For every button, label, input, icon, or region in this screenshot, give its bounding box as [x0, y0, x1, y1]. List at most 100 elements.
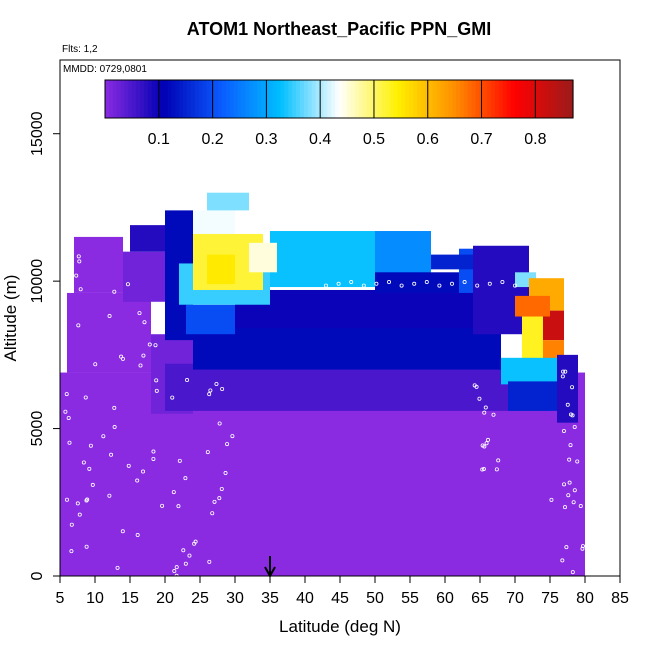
sample-marker: [496, 458, 501, 463]
sample-marker: [66, 415, 71, 420]
sample-marker: [207, 392, 212, 397]
sample-marker: [177, 458, 182, 463]
sample-marker: [588, 482, 593, 487]
sample-marker: [477, 396, 482, 401]
colorbar-swatch: [495, 80, 500, 118]
x-tick-label: 25: [191, 590, 209, 607]
x-tick-label: 35: [261, 590, 279, 607]
colorbar-swatch: [335, 80, 340, 118]
sample-marker: [112, 425, 117, 430]
heatmap-cells: [60, 192, 585, 576]
colorbar-swatch: [245, 80, 250, 118]
x-tick-label: 5: [56, 590, 65, 607]
x-axis: 5 10 15 20 25 30 35 40 45 50 55 60 65 70 75 80 85: [56, 576, 629, 607]
colorbar-swatch: [257, 80, 262, 118]
sample-marker: [171, 490, 176, 495]
colorbar-swatch: [545, 80, 551, 118]
colorbar-swatch: [155, 80, 161, 118]
colorbar-tick-label: 0.4: [309, 131, 331, 148]
sample-marker: [64, 392, 69, 397]
sample-marker: [374, 281, 379, 286]
colorbar-swatch: [303, 80, 309, 118]
x-tick-label: 85: [611, 590, 629, 607]
sample-marker: [575, 459, 580, 464]
colorbar-swatch: [237, 80, 243, 118]
colorbar-swatch: [440, 80, 445, 118]
sample-marker: [483, 405, 488, 410]
heatmap-cell: [186, 304, 235, 335]
chart-title: ATOM1 Northeast_Pacific PPN_GMI: [187, 19, 491, 39]
heatmap-cell: [543, 310, 564, 341]
sample-marker: [101, 434, 106, 439]
colorbar-swatch: [163, 80, 168, 118]
sample-marker: [449, 281, 454, 286]
sample-marker: [214, 381, 219, 386]
sample-marker: [207, 559, 212, 564]
colorbar-swatch: [202, 80, 207, 118]
heatmap-cell: [123, 251, 165, 302]
colorbar-swatch: [526, 80, 531, 118]
sample-marker: [93, 362, 98, 367]
y-tick-label: 5000: [29, 411, 46, 447]
colorbar-swatch: [233, 80, 239, 118]
sample-marker: [181, 548, 186, 553]
sample-marker: [170, 395, 175, 400]
sample-marker: [124, 245, 129, 250]
colorbar-swatch: [350, 80, 356, 118]
colorbar-swatch: [487, 80, 492, 118]
sample-marker: [138, 363, 143, 368]
y-tick-label: 0: [29, 571, 46, 580]
colorbar-swatch: [498, 80, 504, 118]
colorbar-swatch: [222, 80, 227, 118]
sample-marker: [76, 254, 81, 259]
colorbar-swatch: [459, 80, 465, 118]
colorbar-swatch: [261, 80, 266, 118]
colorbar-swatch: [179, 80, 184, 118]
sample-marker: [112, 289, 117, 294]
heatmap-cell: [249, 242, 277, 273]
sample-marker: [399, 283, 404, 288]
colorbar-swatch: [456, 80, 461, 118]
colorbar-swatch: [311, 80, 317, 118]
colorbar-swatch: [342, 80, 348, 118]
colorbar-swatch: [530, 80, 535, 118]
colorbar-swatch: [389, 80, 395, 118]
colorbar-swatch: [409, 80, 414, 118]
sample-marker: [484, 441, 489, 446]
colorbar-swatch: [183, 80, 188, 118]
colorbar-swatch: [565, 80, 570, 118]
sample-marker: [83, 395, 88, 400]
colorbar-swatch: [144, 80, 149, 118]
sample-marker: [107, 314, 112, 319]
colorbar-swatch: [292, 80, 297, 118]
colorbar-swatch: [362, 80, 367, 118]
colorbar-swatch: [557, 80, 562, 118]
sample-marker: [494, 467, 499, 472]
colorbar-swatch: [436, 80, 441, 118]
colorbar-swatch: [413, 80, 418, 118]
sample-marker: [549, 497, 554, 502]
colorbar-swatch: [518, 80, 523, 118]
colorbar-tick-label: 0.6: [417, 131, 439, 148]
sample-marker: [578, 504, 583, 509]
colorbar-swatch: [284, 80, 289, 118]
colorbar-swatch: [432, 80, 438, 118]
colorbar-swatch: [569, 80, 574, 118]
heatmap-cell: [130, 225, 165, 252]
arrow-marker-icon: [264, 556, 276, 579]
colorbar-swatch: [307, 80, 313, 118]
sample-marker: [54, 494, 59, 499]
colorbar-tick-label: 0.2: [201, 131, 223, 148]
colorbar-swatch: [151, 80, 157, 118]
sample-marker: [386, 280, 391, 285]
colorbar-swatch: [417, 80, 422, 118]
colorbar-swatch: [483, 80, 488, 118]
sample-marker: [210, 511, 215, 516]
sample-marker: [58, 320, 63, 325]
y-tick-label: 10000: [29, 259, 46, 304]
colorbar-swatch: [140, 80, 145, 118]
sample-marker: [561, 369, 566, 374]
sample-marker: [572, 488, 577, 493]
colorbar-swatch: [288, 80, 293, 118]
sample-marker: [174, 565, 179, 570]
